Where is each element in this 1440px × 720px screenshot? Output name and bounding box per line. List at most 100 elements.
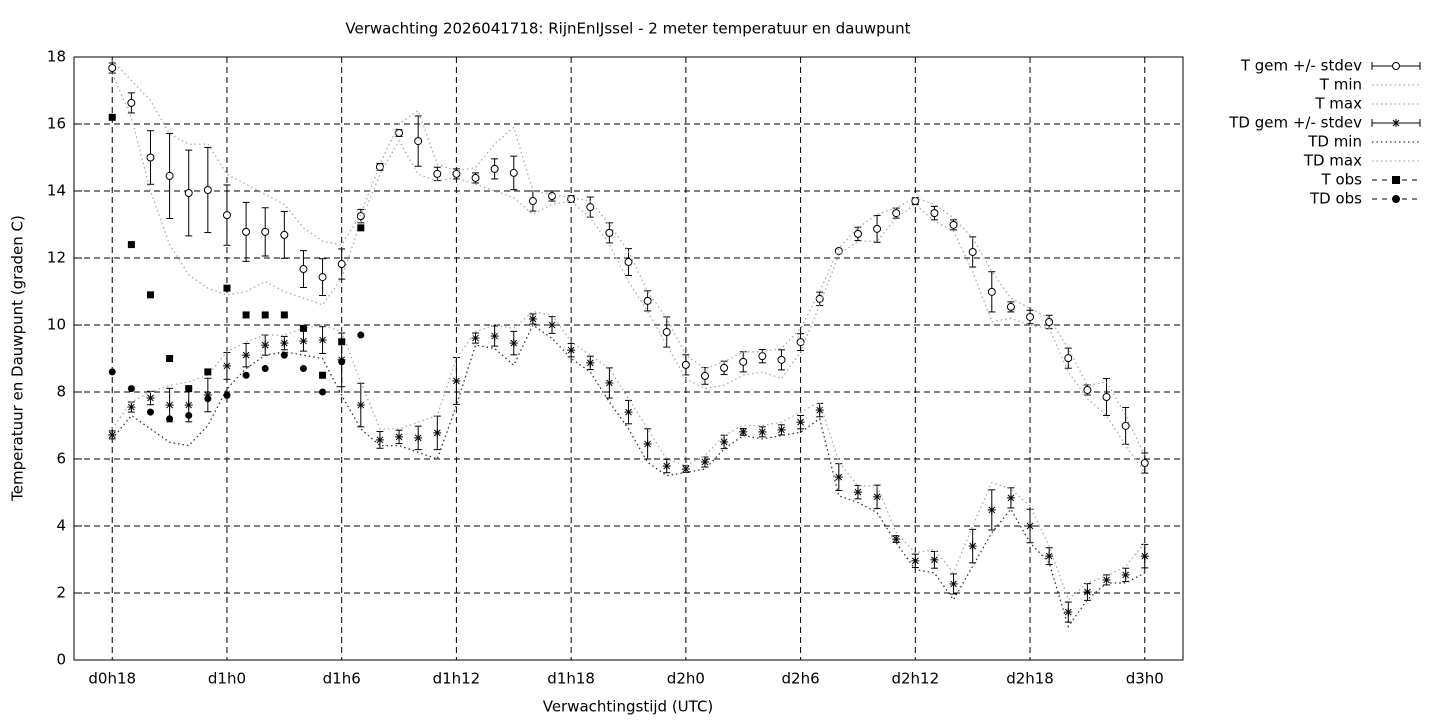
legend-label: TD max — [1303, 152, 1362, 170]
marker-stroke — [625, 408, 632, 416]
y-tick-label: 16 — [47, 115, 66, 133]
x-tick-label: d1h18 — [547, 670, 595, 688]
marker — [796, 338, 805, 347]
marker — [605, 228, 614, 237]
x-tick-label: d1h0 — [208, 670, 246, 688]
marker — [261, 365, 269, 373]
legend-sample — [1371, 62, 1421, 70]
marker — [509, 339, 518, 348]
marker — [127, 241, 135, 249]
marker — [184, 401, 193, 410]
marker — [739, 427, 748, 436]
marker — [452, 376, 461, 385]
x-tick-label: d0h18 — [88, 670, 136, 688]
marker — [873, 224, 882, 233]
marker-stroke — [758, 428, 766, 436]
marker-stroke — [242, 351, 250, 359]
marker-stroke — [950, 580, 957, 588]
marker-stroke — [1141, 552, 1149, 560]
marker — [299, 337, 308, 346]
marker — [720, 437, 729, 446]
marker — [127, 98, 136, 107]
marker — [127, 403, 136, 412]
marker — [911, 556, 920, 565]
marker — [414, 137, 423, 146]
marker — [815, 406, 824, 415]
x-tick-label: d2h18 — [1006, 670, 1054, 688]
marker — [280, 311, 288, 319]
marker — [700, 458, 709, 467]
marker — [356, 401, 365, 410]
marker — [1006, 493, 1015, 502]
marker-stroke — [510, 339, 518, 347]
marker — [166, 415, 174, 423]
marker — [1392, 119, 1400, 127]
marker-stroke — [1122, 571, 1129, 579]
marker — [318, 336, 327, 345]
marker — [165, 401, 174, 410]
marker — [471, 173, 480, 182]
marker-stroke — [357, 401, 365, 409]
marker — [242, 351, 251, 360]
marker — [949, 220, 958, 229]
x-tick-label: d3h0 — [1126, 670, 1164, 688]
marker-stroke — [931, 556, 938, 564]
marker — [337, 260, 346, 269]
y-tick-label: 0 — [56, 651, 66, 669]
marker — [165, 171, 174, 180]
marker — [490, 164, 499, 173]
marker-stroke — [1103, 576, 1110, 584]
legend-label: TD gem +/- stdev — [1228, 114, 1362, 132]
x-axis-label: Verwachtingstijd (UTC) — [543, 698, 714, 716]
marker — [395, 129, 404, 138]
marker — [853, 229, 862, 238]
y-tick-label: 2 — [56, 584, 66, 602]
marker — [681, 360, 690, 369]
marker — [166, 355, 174, 362]
marker — [261, 341, 270, 350]
marker — [930, 555, 939, 564]
legend-label: T max — [1314, 95, 1362, 113]
marker-stroke — [300, 337, 307, 345]
marker-stroke — [835, 473, 843, 481]
x-tick-label: d1h6 — [323, 670, 361, 688]
marker — [185, 411, 193, 419]
marker — [280, 230, 289, 239]
legend-sample — [1372, 176, 1420, 184]
marker — [319, 388, 327, 396]
marker — [299, 265, 308, 274]
marker-stroke — [1392, 119, 1400, 127]
marker — [1083, 587, 1092, 596]
marker — [1026, 522, 1035, 530]
marker — [280, 351, 288, 359]
marker — [1064, 608, 1073, 617]
marker — [605, 378, 614, 387]
marker-stroke — [395, 433, 403, 441]
legend-label: T obs — [1321, 171, 1363, 189]
marker-stroke — [663, 462, 671, 470]
marker — [777, 425, 786, 434]
marker — [624, 408, 633, 417]
marker — [146, 394, 155, 403]
marker — [834, 473, 843, 482]
marker — [1083, 385, 1092, 394]
marker-stroke — [701, 458, 709, 466]
marker — [643, 296, 652, 305]
marker — [203, 185, 212, 194]
marker-stroke — [682, 465, 690, 473]
marker — [433, 169, 442, 178]
marker — [375, 435, 384, 444]
y-tick-label: 14 — [47, 182, 66, 200]
marker — [185, 385, 193, 393]
marker-stroke — [567, 346, 575, 354]
marker-stroke — [108, 431, 116, 439]
marker — [739, 357, 748, 366]
marker — [280, 339, 289, 348]
marker — [892, 209, 901, 218]
marker — [987, 505, 996, 514]
marker-stroke — [797, 418, 804, 426]
marker-stroke — [376, 436, 384, 444]
marker — [184, 189, 193, 198]
marker — [299, 324, 307, 332]
